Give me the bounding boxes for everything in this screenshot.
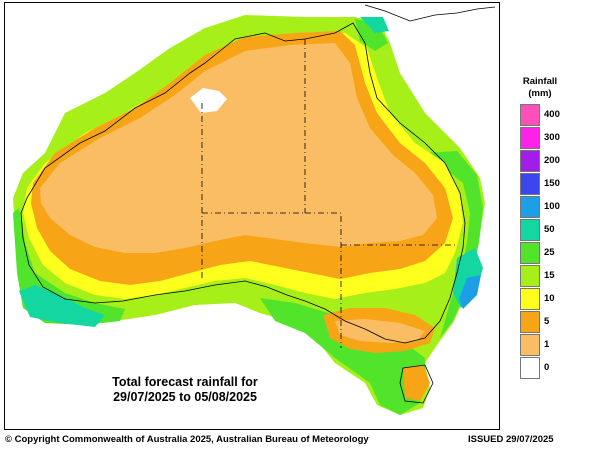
legend-swatch-0 xyxy=(520,357,540,379)
legend-swatch-5 xyxy=(520,311,540,333)
rain-zone-1-south xyxy=(335,319,425,343)
legend-swatch-300 xyxy=(520,127,540,149)
rain-zone-25-north xyxy=(355,19,388,51)
australia-rainfall-map xyxy=(13,4,496,415)
legend-label-15: 15 xyxy=(544,270,555,281)
rain-zone-0 xyxy=(190,88,227,113)
rain-zone-25-east xyxy=(425,151,483,338)
legend-label-400: 400 xyxy=(544,109,560,120)
legend-label-10: 10 xyxy=(544,293,555,304)
legend-label-200: 200 xyxy=(544,155,560,166)
caption-date-range: 29/07/2025 to 05/08/2025 xyxy=(113,390,257,404)
legend-label-1: 1 xyxy=(544,339,550,350)
caption-title: Total forecast rainfall for xyxy=(112,375,258,389)
legend-label-100: 100 xyxy=(544,201,560,212)
issued-date: ISSUED 29/07/2025 xyxy=(468,434,554,445)
legend-swatch-150 xyxy=(520,173,540,195)
rain-zone-1 xyxy=(40,43,437,253)
tasmania-coastline xyxy=(399,364,434,404)
legend-label-50: 50 xyxy=(544,224,555,235)
legend-swatch-50 xyxy=(520,219,540,241)
rainfall-map-frame: Total forecast rainfall for 29/07/2025 t… xyxy=(4,2,500,430)
legend-swatch-200 xyxy=(520,150,540,172)
legend-swatch-400 xyxy=(520,104,540,126)
legend-label-25: 25 xyxy=(544,247,555,258)
rain-zone-50-southwest xyxy=(19,285,105,327)
legend-swatch-100 xyxy=(520,196,540,218)
legend-title: Rainfall (mm) xyxy=(522,76,558,99)
legend-label-150: 150 xyxy=(544,178,560,189)
rain-zone-5-tasmania xyxy=(403,365,430,401)
legend-swatch-25 xyxy=(520,242,540,264)
legend-label-300: 300 xyxy=(544,132,560,143)
state-border-sa-qld xyxy=(305,212,342,348)
copyright-text: © Copyright Commonwealth of Australia 20… xyxy=(5,434,369,445)
legend-label-5: 5 xyxy=(544,316,550,327)
rain-zone-100-east xyxy=(459,275,481,309)
legend-swatch-10 xyxy=(520,288,540,310)
legend-swatch-1 xyxy=(520,334,540,356)
rain-zone-50-north xyxy=(360,17,389,33)
legend-swatch-15 xyxy=(520,265,540,287)
australia-coastline xyxy=(20,22,466,344)
png-coastline xyxy=(364,4,496,22)
legend-label-0: 0 xyxy=(544,362,550,373)
rain-zone-25-south xyxy=(260,298,425,415)
map-caption: Total forecast rainfall for 29/07/2025 t… xyxy=(100,375,270,405)
